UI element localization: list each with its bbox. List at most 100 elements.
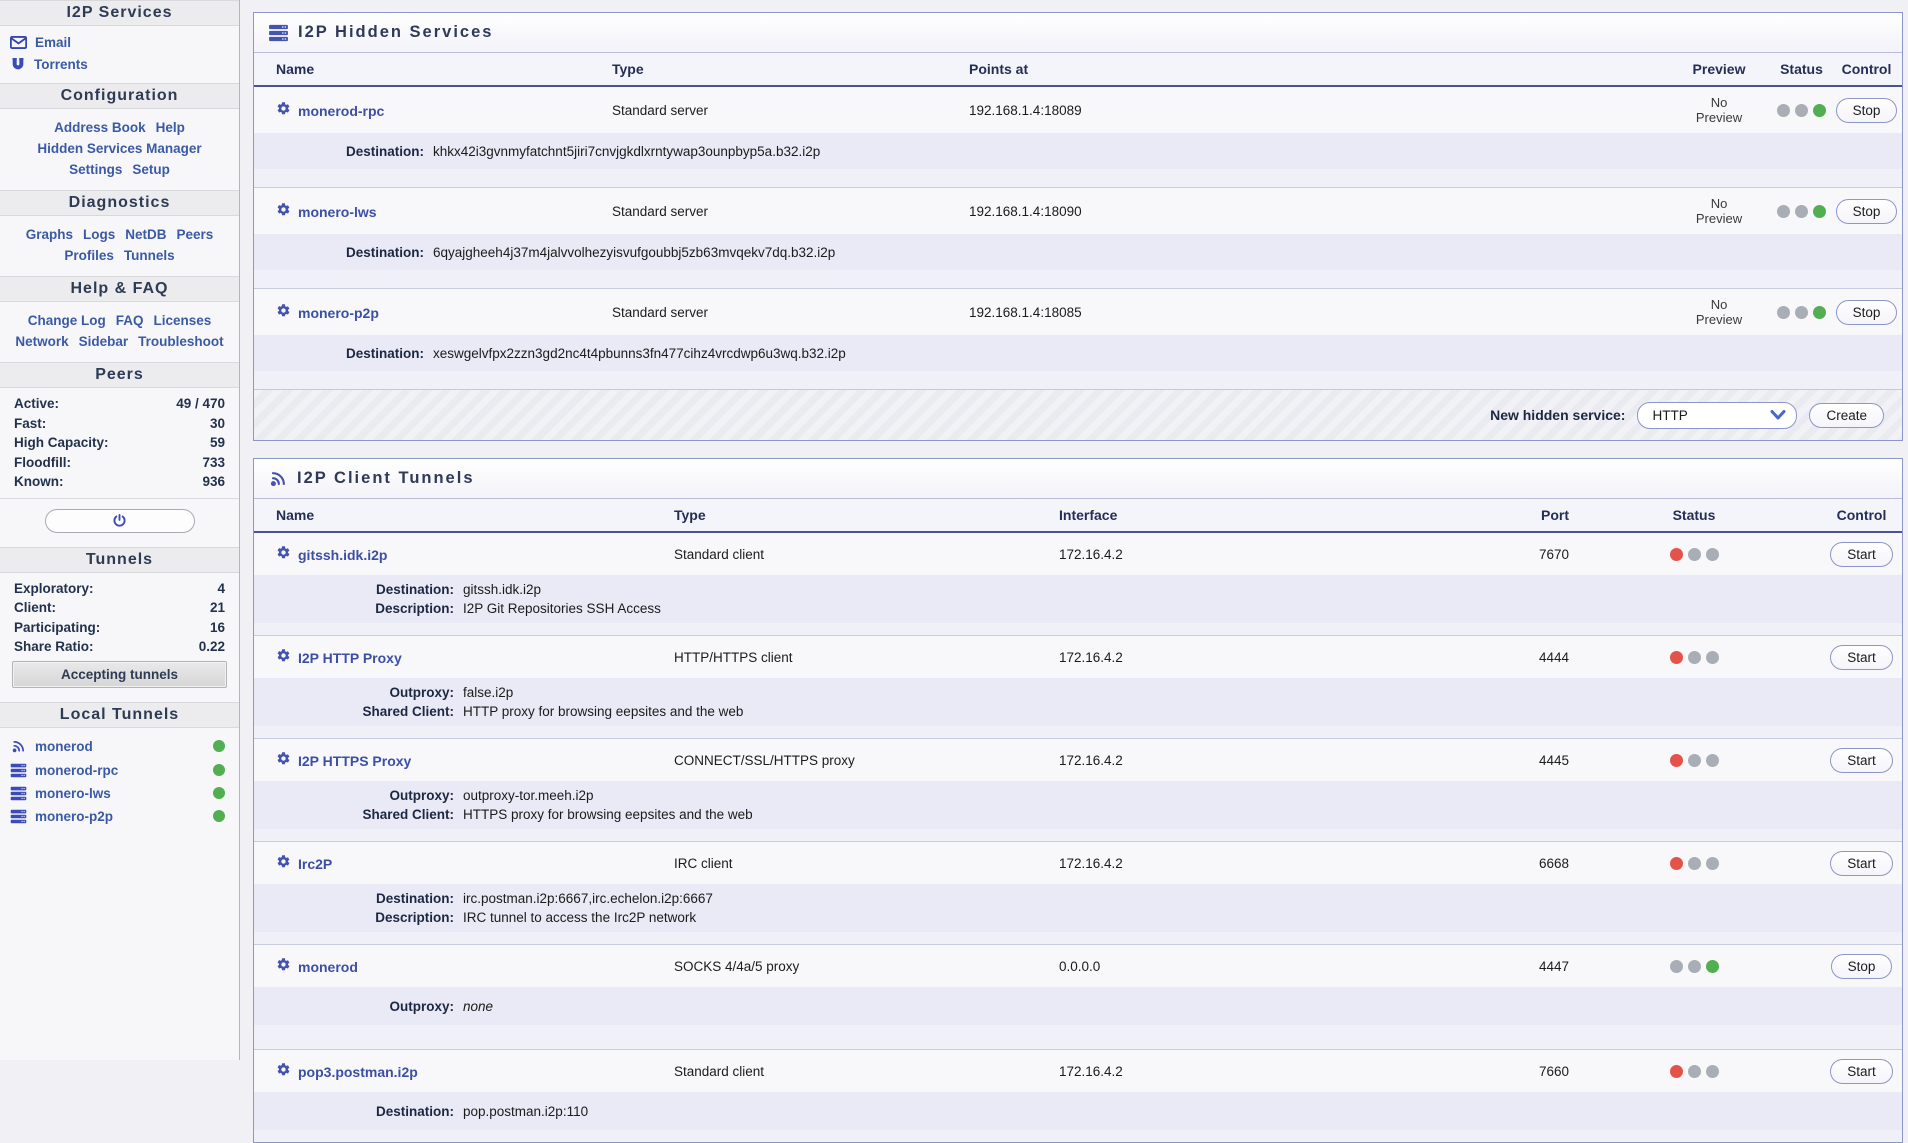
stat-known: Known: 936 (14, 474, 225, 489)
stat-participating: Participating: 16 (14, 619, 225, 635)
tunnel-type: Standard client (674, 546, 765, 562)
link-troubleshoot[interactable]: Troubleshoot (138, 334, 224, 349)
tunnel-details: Destination: pop.postman.i2p:110 (254, 1092, 1902, 1130)
divider (0, 497, 239, 499)
status-dot (1687, 547, 1701, 561)
server-stack-icon (10, 763, 27, 778)
service-points-at: 192.168.1.4:18090 (969, 203, 1082, 219)
link-sidebar[interactable]: Sidebar (78, 334, 129, 349)
link-logs[interactable]: Logs (82, 227, 116, 242)
status-dot (1669, 650, 1683, 664)
hidden-service-block: monero-p2p Standard server 192.168.1.4:1… (254, 288, 1902, 389)
gear-icon (276, 545, 291, 560)
local-tunnel-link[interactable]: monero-p2p (35, 808, 114, 824)
hidden-service-block: monero-lws Standard server 192.168.1.4:1… (254, 187, 1902, 288)
local-tunnel-link[interactable]: monerod-rpc (35, 762, 119, 778)
link-tunnels[interactable]: Tunnels (123, 248, 175, 263)
stat-exploratory: Exploratory: 4 (14, 580, 225, 596)
tunnel-details: Destination: irc.postman.i2p:6667,irc.ech… (254, 884, 1902, 932)
sidebar-item-torrents[interactable]: Torrents (0, 53, 239, 75)
link-profiles[interactable]: Profiles (64, 248, 114, 263)
link-settings[interactable]: Settings (69, 162, 123, 177)
tunnel-type: Standard client (674, 1063, 765, 1079)
hidden-service-name-link[interactable]: monerod-rpc (298, 103, 385, 119)
accepting-tunnels-button[interactable]: Accepting tunnels (12, 660, 227, 688)
detail-value: I2P Git Repositories SSH Access (463, 601, 661, 616)
local-tunnel-link[interactable]: monerod (35, 738, 93, 754)
new-hidden-service-select[interactable]: HTTP (1637, 401, 1798, 429)
status-dot (1705, 856, 1719, 870)
start-button[interactable]: Start (1830, 644, 1893, 670)
hidden-service-name-link[interactable]: monero-lws (298, 204, 377, 220)
link-setup[interactable]: Setup (132, 162, 170, 177)
client-tunnel-name-link[interactable]: monerod (298, 959, 358, 975)
client-tunnel-name-link[interactable]: I2P HTTP Proxy (298, 650, 402, 666)
link-network[interactable]: Network (15, 334, 69, 349)
detail-value: gitssh.idk.i2p (463, 582, 542, 597)
sidebar-section-local-tunnels: Local Tunnels (0, 701, 239, 728)
link-address-book[interactable]: Address Book (54, 120, 146, 135)
sidebar-section-peers: Peers (0, 362, 239, 388)
server-stack-icon (10, 809, 27, 824)
detail-value: khkx42i3gvnmyfatchnt5jiri7cnvjgkdlxrntyw… (433, 143, 821, 159)
link-hidden-services-manager[interactable]: Hidden Services Manager (37, 141, 202, 156)
start-button[interactable]: Start (1830, 541, 1893, 567)
spacer (254, 1025, 1902, 1049)
stop-button[interactable]: Stop (1830, 953, 1893, 979)
hidden-services-panel: I2P Hidden Services Name Type Points at … (253, 12, 1903, 441)
stop-button[interactable]: Stop (1835, 299, 1898, 325)
link-faq[interactable]: FAQ (115, 313, 144, 328)
spacer (254, 726, 1902, 738)
panel-title: I2P Hidden Services (298, 23, 494, 41)
client-tunnel-name-link[interactable]: gitssh.idk.i2p (298, 547, 388, 563)
stop-button[interactable]: Stop (1835, 198, 1898, 224)
satellite-dish-icon (268, 469, 288, 489)
detail-value: xeswgelvfpx2zzn3gd2nc4t4pbunns3fn477cihz… (433, 345, 846, 361)
torrents-link[interactable]: Torrents (34, 56, 88, 72)
status-dot (1705, 547, 1719, 561)
client-tunnel-block: pop3.postman.i2p Standard client 172.16.… (254, 1049, 1902, 1142)
local-tunnel-link[interactable]: monero-lws (35, 785, 111, 801)
status-dots (1774, 204, 1829, 218)
link-licenses[interactable]: Licenses (153, 313, 212, 328)
local-tunnel-monero-lws[interactable]: monero-lws (0, 782, 239, 805)
col-header-status: Status (1780, 61, 1823, 77)
stop-button[interactable]: Stop (1835, 97, 1898, 123)
status-dot (1813, 103, 1826, 117)
shutdown-button[interactable] (44, 508, 195, 533)
sidebar-section-help-faq: Help & FAQ (0, 276, 239, 302)
status-dot (1687, 753, 1701, 767)
client-tunnel-name-link[interactable]: Irc2P (298, 856, 333, 872)
local-tunnel-monerod[interactable]: monerod (0, 734, 239, 759)
detail-label: Outproxy: (389, 998, 454, 1014)
link-help[interactable]: Help (155, 120, 185, 135)
tunnel-port: 7670 (1538, 546, 1569, 562)
table-row: monerod-rpc Standard server 192.168.1.4:… (254, 87, 1902, 133)
start-button[interactable]: Start (1830, 850, 1893, 876)
status-dot (1705, 959, 1719, 973)
start-button[interactable]: Start (1830, 1058, 1893, 1084)
link-netdb[interactable]: NetDB (125, 227, 167, 242)
status-dot (1777, 103, 1790, 117)
status-dots (1569, 547, 1819, 561)
detail-label: Description: (375, 601, 454, 616)
link-change-log[interactable]: Change Log (27, 313, 106, 328)
spacer (254, 169, 1902, 187)
create-button[interactable]: Create (1809, 402, 1884, 428)
service-details: Destination: khkx42i3gvnmyfatchnt5jiri7cn… (254, 133, 1902, 169)
start-button[interactable]: Start (1830, 747, 1893, 773)
hidden-service-name-link[interactable]: monero-p2p (298, 305, 379, 321)
status-dot (1813, 204, 1826, 218)
status-dot (1669, 856, 1683, 870)
local-tunnel-monerod-rpc[interactable]: monerod-rpc (0, 759, 239, 782)
sidebar-item-email[interactable]: Email (0, 32, 239, 53)
client-tunnel-name-link[interactable]: I2P HTTPS Proxy (298, 753, 412, 769)
client-tunnel-name-link[interactable]: pop3.postman.i2p (298, 1064, 418, 1080)
detail-label: Shared Client: (362, 807, 454, 822)
email-link[interactable]: Email (35, 35, 72, 50)
link-graphs[interactable]: Graphs (25, 227, 73, 242)
link-peers[interactable]: Peers (176, 227, 214, 242)
gear-icon (276, 648, 291, 663)
stat-floodfill: Floodfill: 733 (14, 454, 225, 470)
local-tunnel-monero-p2p[interactable]: monero-p2p (0, 805, 239, 828)
